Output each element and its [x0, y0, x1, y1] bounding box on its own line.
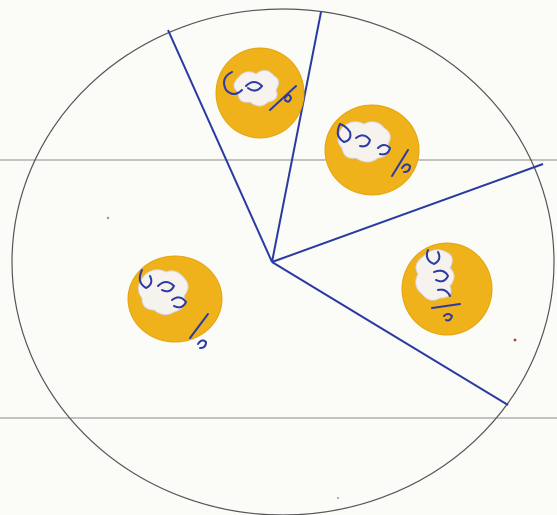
stray-mark — [106, 216, 110, 220]
divider-line — [271, 11, 322, 263]
ink-mark — [355, 134, 371, 148]
ink-mark — [138, 269, 153, 289]
fraction-digit — [443, 313, 453, 322]
stray-mark — [513, 338, 517, 342]
ink-mark — [336, 123, 352, 143]
fraction-slash — [269, 85, 297, 111]
divider-line — [167, 29, 273, 263]
ink-mark — [157, 281, 175, 293]
fraction-digit — [401, 163, 411, 173]
fraction-slash — [391, 149, 409, 177]
ink-mark — [223, 71, 243, 95]
yellow-token — [324, 104, 420, 196]
stray-mark — [337, 497, 339, 499]
fraction-digit — [197, 339, 207, 349]
divider-line — [271, 261, 509, 406]
fraction-bar — [431, 303, 461, 309]
yellow-token — [127, 255, 223, 349]
fraction-digit — [284, 94, 292, 103]
ink-mark — [245, 81, 263, 92]
ink-mark — [377, 144, 391, 156]
ink-mark — [433, 269, 449, 283]
ink-mark — [171, 296, 187, 309]
outer-circle — [11, 8, 555, 515]
fraction-slash — [189, 313, 209, 339]
ink-mark — [437, 288, 451, 297]
divider-line — [271, 163, 544, 263]
yellow-token — [215, 47, 305, 139]
sector-dividers — [167, 11, 544, 406]
yellow-token — [401, 242, 493, 336]
ink-mark — [425, 249, 441, 265]
